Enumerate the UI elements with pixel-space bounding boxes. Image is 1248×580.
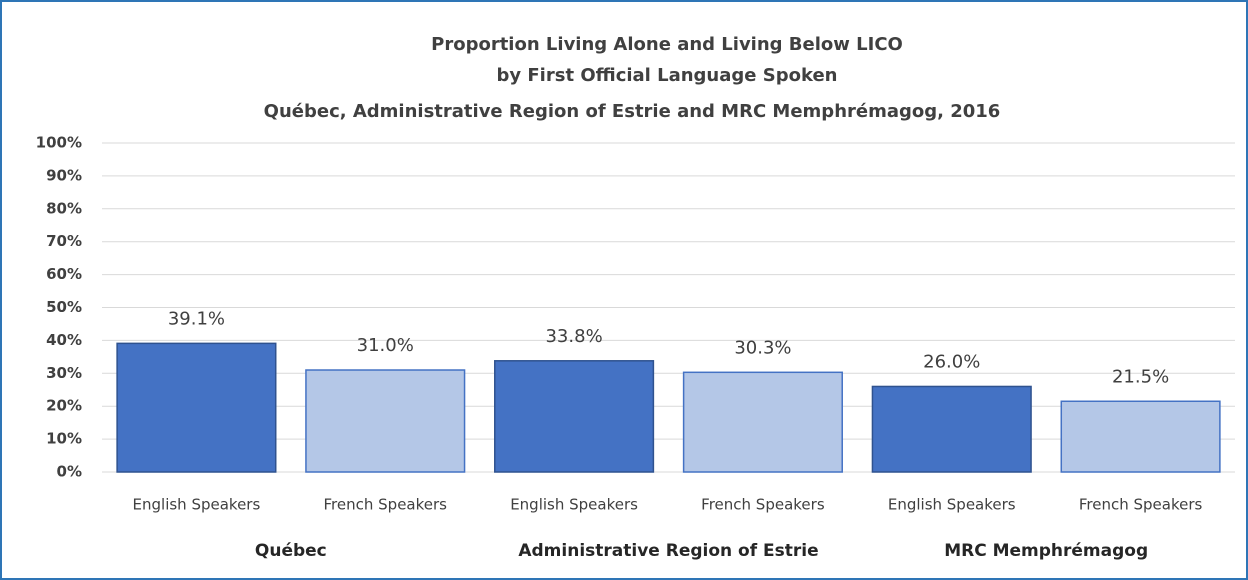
value-label: 39.1% bbox=[168, 308, 225, 329]
y-tick-label: 60% bbox=[46, 265, 82, 283]
group-label: MRC Memphrémagog bbox=[944, 541, 1148, 561]
y-tick-label: 0% bbox=[57, 463, 82, 481]
bar bbox=[1060, 400, 1221, 473]
x-tick-label: English Speakers bbox=[510, 496, 638, 514]
chart-title: by First Official Language Spoken bbox=[497, 65, 838, 86]
x-tick-label: English Speakers bbox=[133, 496, 261, 514]
y-tick-label: 10% bbox=[46, 430, 82, 448]
x-tick-label: French Speakers bbox=[324, 496, 448, 514]
y-tick-label: 20% bbox=[46, 397, 82, 415]
y-tick-label: 30% bbox=[46, 364, 82, 382]
value-label: 33.8% bbox=[545, 326, 602, 347]
x-tick-label: French Speakers bbox=[701, 496, 825, 514]
bar bbox=[305, 369, 466, 473]
y-tick-label: 50% bbox=[46, 298, 82, 316]
group-label: Administrative Region of Estrie bbox=[518, 541, 818, 561]
x-tick-label: French Speakers bbox=[1079, 496, 1203, 514]
chart-title: Québec, Administrative Region of Estrie … bbox=[264, 101, 1001, 122]
y-tick-label: 90% bbox=[46, 166, 82, 184]
bar bbox=[682, 371, 843, 473]
value-label: 21.5% bbox=[1112, 366, 1169, 387]
y-tick-label: 100% bbox=[36, 134, 82, 152]
value-label: 31.0% bbox=[357, 335, 414, 356]
group-label: Québec bbox=[255, 541, 327, 561]
value-label: 26.0% bbox=[923, 351, 980, 372]
y-tick-label: 40% bbox=[46, 331, 82, 349]
bar bbox=[871, 385, 1032, 473]
bar bbox=[494, 360, 655, 473]
x-tick-label: English Speakers bbox=[888, 496, 1016, 514]
chart-title: Proportion Living Alone and Living Below… bbox=[431, 34, 903, 55]
y-tick-label: 80% bbox=[46, 199, 82, 217]
y-tick-label: 70% bbox=[46, 232, 82, 250]
bar bbox=[116, 342, 277, 473]
value-label: 30.3% bbox=[734, 337, 791, 358]
